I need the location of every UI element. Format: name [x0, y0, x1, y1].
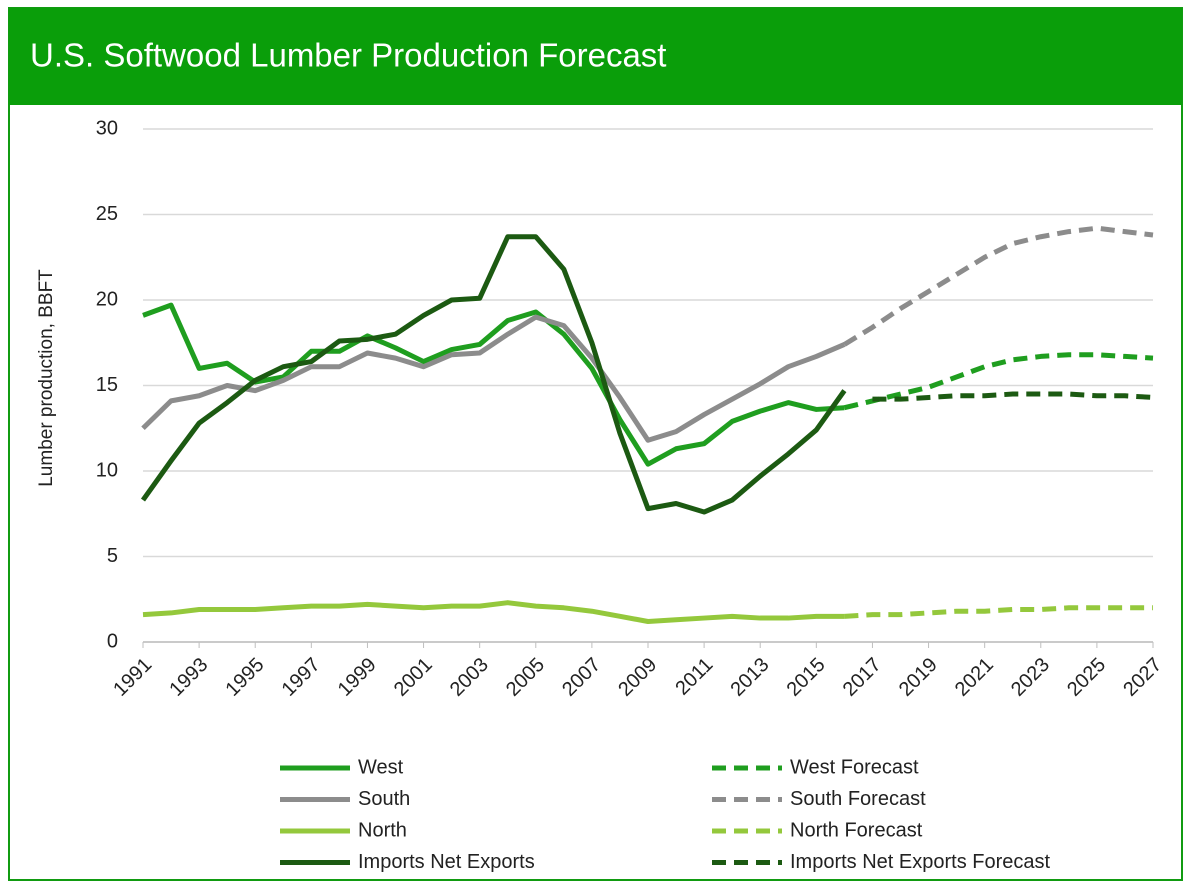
legend-label: South: [358, 788, 410, 810]
y-tick-label: 30: [96, 117, 118, 139]
legend-label: North: [358, 819, 407, 841]
series-line: [141, 314, 846, 443]
frame: [8, 7, 1183, 881]
chart-title: U.S. Softwood Lumber Production Forecast: [30, 37, 666, 74]
series-line: [843, 225, 1154, 347]
legend-label: West Forecast: [790, 756, 919, 778]
series-line: [140, 234, 847, 515]
y-tick-label: 0: [107, 630, 118, 652]
y-axis-label: Lumber production, BBFT: [36, 269, 57, 487]
title-bar: [9, 8, 1182, 105]
y-tick-label: 20: [96, 288, 118, 310]
series-line: [142, 600, 845, 624]
series-line: [843, 352, 1154, 411]
y-tick-label: 25: [96, 203, 118, 225]
y-tick-label: 10: [96, 459, 118, 481]
series-line: [844, 605, 1153, 619]
legend-label: North Forecast: [790, 819, 923, 841]
y-tick-label: 5: [107, 545, 118, 567]
series-line: [872, 391, 1154, 402]
legend-label: Imports Net Exports: [358, 851, 535, 873]
series-line: [142, 302, 845, 467]
legend-label: Imports Net Exports Forecast: [790, 851, 1051, 873]
legend-label: South Forecast: [790, 788, 926, 810]
legend-label: West: [358, 756, 404, 778]
y-tick-label: 15: [96, 374, 118, 396]
